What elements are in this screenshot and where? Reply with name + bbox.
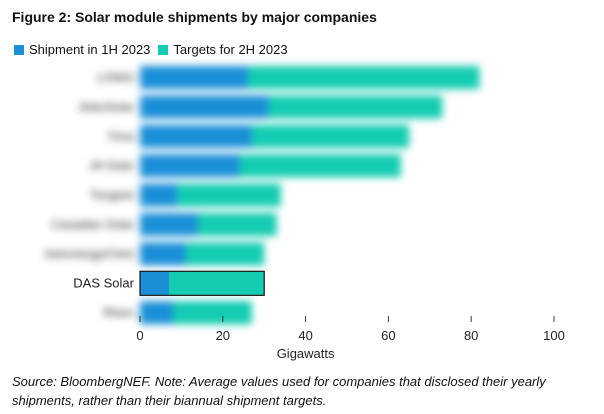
category-label-das-solar: DAS Solar [73, 275, 134, 290]
x-tick-label-40: 40 [298, 328, 312, 343]
clear-bars-layer: DAS Solar [73, 270, 265, 296]
bar-jinkosolar-target-2h [268, 95, 443, 119]
bar-ja-solar-shipment-1h [140, 154, 240, 178]
bar-trina-target-2h [251, 124, 410, 148]
bar-risen-target-2h [173, 301, 252, 325]
bar-astronergy-chint-target-2h [185, 242, 265, 266]
bar-tongwei-shipment-1h [140, 183, 178, 207]
legend-label-targets: Targets for 2H 2023 [173, 42, 288, 57]
bar-tongwei-target-2h [177, 183, 281, 207]
category-label-jinkosolar: JinkoSolar [78, 100, 134, 114]
bar-das-solar-outline [139, 270, 265, 296]
bar-canadian-solar-shipment-1h [140, 213, 198, 236]
x-tick-label-0: 0 [136, 328, 143, 343]
legend-item-shipment: Shipment in 1H 2023 [14, 42, 150, 57]
category-label-canadian-solar: Canadian Solar [51, 218, 134, 232]
category-label-risen: Risen [103, 306, 134, 320]
x-tick-label-80: 80 [464, 328, 478, 343]
bar-ja-solar-target-2h [239, 154, 401, 178]
bar-canadian-solar-target-2h [197, 213, 277, 236]
x-tick-label-60: 60 [381, 328, 395, 343]
category-label-trina: Trina [107, 129, 134, 143]
legend-swatch-shipment [14, 44, 24, 55]
bar-jinkosolar-shipment-1h [140, 95, 269, 119]
bar-risen-shipment-1h [140, 301, 174, 325]
legend: Shipment in 1H 2023 Targets for 2H 2023 [14, 42, 296, 57]
bar-longi-shipment-1h [140, 66, 248, 89]
blurred-bars-layer: LONGi JinkoSolar Trina JA Solar Tongwei Canad… [45, 66, 480, 325]
bar-longi-target-2h [247, 66, 480, 89]
category-label-longi: LONGi [97, 71, 134, 85]
figure-title: Figure 2: Solar module shipments by majo… [12, 9, 377, 25]
x-tick-label-100: 100 [543, 328, 565, 343]
x-tick-label-20: 20 [216, 328, 230, 343]
category-label-astronergy-chint: Astronergy/Chint [45, 247, 135, 261]
category-label-ja-solar: JA Solar [89, 159, 134, 173]
legend-label-shipment: Shipment in 1H 2023 [29, 42, 151, 57]
x-axis-title: Gigawatts [277, 346, 335, 361]
source-note: Source: BloombergNEF. Note: Average valu… [12, 374, 546, 408]
x-axis: 0 20 40 60 80 100 Gigawatts [136, 316, 565, 361]
legend-item-targets: Targets for 2H 2023 [158, 42, 288, 57]
bar-das-solar-target-2h [168, 271, 265, 295]
bar-astronergy-chint-shipment-1h [140, 242, 186, 266]
bar-das-solar-shipment-1h [140, 271, 169, 295]
legend-swatch-targets [158, 44, 169, 55]
bar-trina-shipment-1h [140, 124, 252, 148]
category-label-tongwei: Tongwei [90, 188, 134, 202]
